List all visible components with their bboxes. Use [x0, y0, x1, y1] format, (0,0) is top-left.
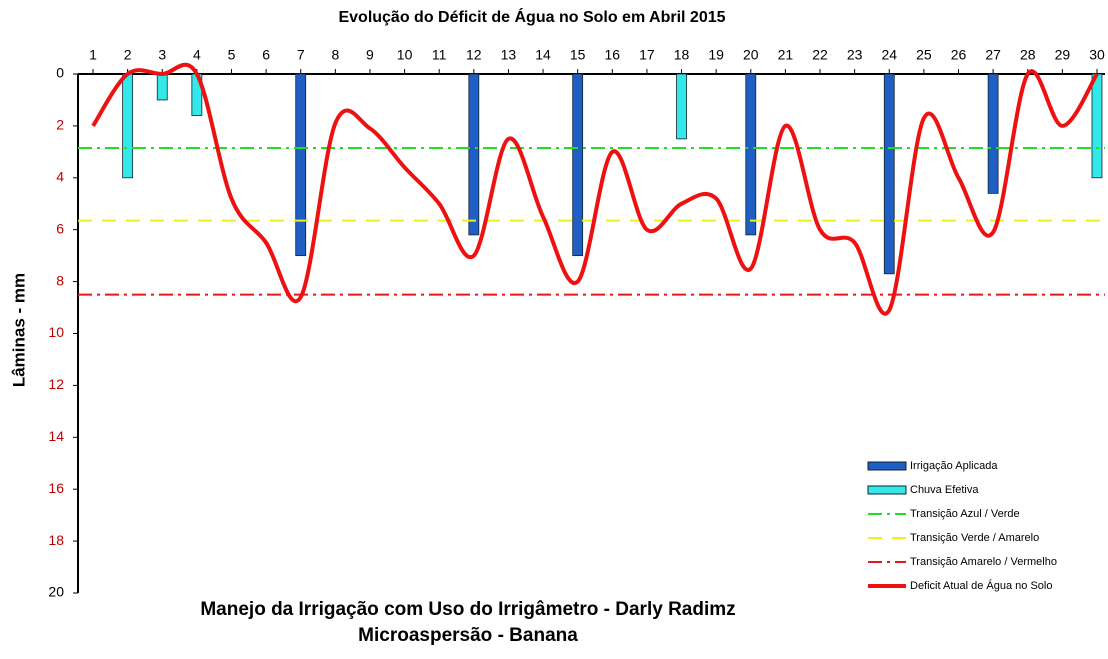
bar: [987, 73, 999, 194]
x-tick-label: 1: [89, 47, 97, 63]
legend-label: Irrigação Aplicada: [910, 460, 998, 472]
y-tick-label: 10: [48, 324, 64, 340]
x-tick-label: 19: [708, 47, 724, 63]
y-tick-label: 20: [48, 584, 64, 600]
x-tick-label: 15: [570, 47, 586, 63]
y-axis-label: Lâminas - mm: [9, 273, 28, 387]
bar: [122, 73, 134, 179]
legend-label: Chuva Efetiva: [910, 484, 979, 496]
y-tick-label: 4: [56, 169, 64, 185]
bar: [676, 73, 687, 140]
x-tick-label: 9: [366, 47, 374, 63]
x-tick-label: 30: [1089, 47, 1105, 63]
x-tick-label: 25: [916, 47, 932, 63]
x-tick-label: 24: [881, 47, 897, 63]
x-tick-label: 16: [605, 47, 621, 63]
x-tick-label: 23: [847, 47, 863, 63]
x-tick-label: 3: [158, 47, 166, 63]
y-tick-label: 2: [56, 117, 64, 133]
subtitle: Manejo da Irrigação com Uso do Irrigâmet…: [200, 599, 735, 620]
bar: [468, 73, 480, 236]
y-tick-label: 16: [48, 480, 64, 496]
x-tick-label: 7: [297, 47, 305, 63]
x-tick-label: 22: [812, 47, 828, 63]
y-tick-label: 12: [48, 376, 64, 392]
legend-swatch: [867, 485, 907, 495]
x-tick-label: 11: [432, 47, 447, 63]
y-tick-label: 8: [56, 272, 64, 288]
x-tick-label: 17: [639, 47, 655, 63]
legend-label: Transição Azul / Verde: [910, 508, 1020, 520]
legend-label: Deficit Atual de Água no Solo: [910, 579, 1052, 592]
x-tick-label: 14: [535, 47, 551, 63]
y-tick-label: 14: [48, 428, 64, 444]
deficit-line: [91, 62, 1099, 316]
x-tick-label: 13: [501, 47, 517, 63]
x-tick-label: 6: [262, 47, 270, 63]
x-tick-label: 5: [228, 47, 236, 63]
bar: [1091, 73, 1103, 179]
x-tick-label: 8: [331, 47, 339, 63]
legend-label: Transição Verde / Amarelo: [910, 532, 1039, 544]
x-tick-label: 20: [743, 47, 759, 63]
y-tick-label: 6: [56, 220, 64, 236]
bar: [745, 73, 757, 236]
x-tick-label: 2: [124, 47, 132, 63]
x-tick-label: 28: [1020, 47, 1036, 63]
x-tick-label: 12: [466, 47, 482, 63]
x-tick-label: 27: [985, 47, 1001, 63]
bar: [295, 73, 307, 257]
x-tick-label: 4: [193, 47, 201, 63]
chart-title: Evolução do Déficit de Água no Solo em A…: [338, 7, 725, 26]
bar: [572, 73, 584, 257]
y-tick-label: 0: [56, 65, 64, 81]
bar: [156, 73, 168, 101]
x-tick-label: 10: [397, 47, 413, 63]
x-tick-label: 18: [674, 47, 690, 63]
legend-label: Transição Amarelo / Vermelho: [910, 556, 1057, 568]
x-tick-label: 26: [951, 47, 967, 63]
x-tick-label: 29: [1055, 47, 1071, 63]
legend-swatch: [867, 461, 907, 471]
y-tick-label: 18: [48, 532, 64, 548]
x-tick-label: 21: [778, 47, 794, 63]
subtitle: Microaspersão - Banana: [358, 625, 578, 646]
bar: [883, 73, 895, 275]
